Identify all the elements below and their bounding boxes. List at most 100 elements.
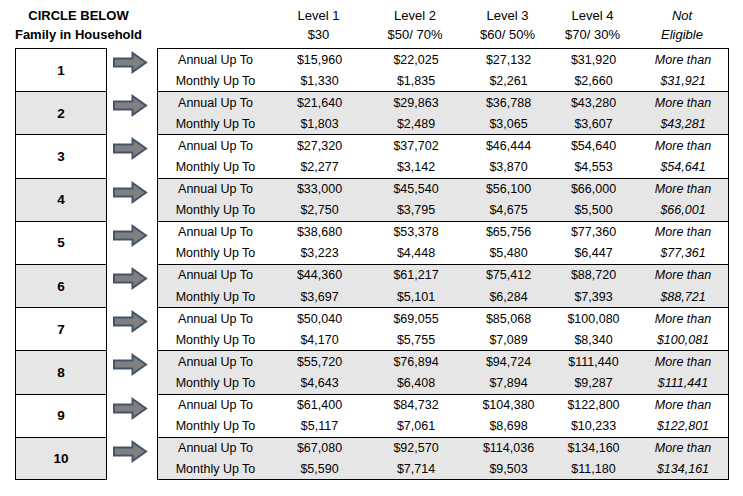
household-size-cell[interactable]: 8 bbox=[15, 350, 107, 393]
annual-level-2-value: $22,025 bbox=[366, 49, 466, 70]
not-eligible-cell: More than $77,361 bbox=[636, 222, 730, 264]
table-row: 10 Annual Up To $67,080 $92,570 $114,036… bbox=[0, 437, 743, 480]
right-arrow-icon bbox=[112, 353, 148, 376]
right-arrow-icon bbox=[112, 137, 148, 160]
monthly-row-label: Monthly Up To bbox=[158, 200, 273, 221]
more-than-value: $77,361 bbox=[660, 243, 705, 264]
annual-level-1-value: $38,680 bbox=[273, 222, 366, 243]
not-eligible-label-line1: Not bbox=[635, 6, 729, 25]
annual-level-2-value: $53,378 bbox=[366, 222, 466, 243]
table-row: 6 Annual Up To $44,360 $61,217 $75,412 $… bbox=[0, 264, 743, 307]
level-3-label: Level 3 bbox=[465, 6, 550, 25]
not-eligible-cell: More than $134,161 bbox=[636, 438, 730, 479]
level-1-copay: $30 bbox=[272, 25, 365, 44]
monthly-level-4-value: $6,447 bbox=[551, 243, 636, 264]
arrow-cell bbox=[107, 91, 157, 134]
annual-level-1-value: $50,040 bbox=[273, 308, 366, 329]
household-size-cell[interactable]: 1 bbox=[15, 48, 107, 91]
annual-level-3-value: $94,724 bbox=[466, 351, 551, 372]
household-size-cell[interactable]: 5 bbox=[15, 221, 107, 264]
monthly-level-3-value: $6,284 bbox=[466, 286, 551, 307]
not-eligible-cell: More than $31,921 bbox=[636, 49, 730, 91]
not-eligible-cell: More than $122,801 bbox=[636, 395, 730, 437]
annual-level-3-value: $65,756 bbox=[466, 222, 551, 243]
arrow-cell bbox=[107, 264, 157, 307]
household-size-cell[interactable]: 2 bbox=[15, 91, 107, 134]
monthly-level-3-value: $4,675 bbox=[466, 200, 551, 221]
household-size-cell[interactable]: 6 bbox=[15, 264, 107, 307]
monthly-row-label: Monthly Up To bbox=[158, 113, 273, 134]
more-than-label: More than bbox=[655, 92, 711, 113]
monthly-level-1-value: $2,750 bbox=[273, 200, 366, 221]
monthly-row-label: Monthly Up To bbox=[158, 458, 273, 479]
income-data-block: Annual Up To $67,080 $92,570 $114,036 $1… bbox=[157, 437, 729, 480]
household-size-cell[interactable]: 3 bbox=[15, 134, 107, 177]
monthly-level-1-value: $1,803 bbox=[273, 113, 366, 134]
level-4-copay: $70/ 30% bbox=[550, 25, 635, 44]
table-header: CIRCLE BELOW Family in Household Level 1… bbox=[0, 0, 743, 48]
not-eligible-cell: More than $43,281 bbox=[636, 92, 730, 134]
table-row: 4 Annual Up To $33,000 $45,540 $56,100 $… bbox=[0, 178, 743, 221]
income-data-block: Annual Up To $33,000 $45,540 $56,100 $66… bbox=[157, 178, 729, 221]
household-size-cell[interactable]: 10 bbox=[15, 437, 107, 480]
monthly-row-label: Monthly Up To bbox=[158, 329, 273, 350]
monthly-level-4-value: $11,180 bbox=[551, 458, 636, 479]
annual-level-3-value: $56,100 bbox=[466, 179, 551, 200]
annual-level-2-value: $45,540 bbox=[366, 179, 466, 200]
monthly-level-2-value: $6,408 bbox=[366, 372, 466, 393]
column-header-level-1: Level 1 $30 bbox=[272, 6, 365, 48]
right-arrow-icon bbox=[112, 397, 148, 420]
more-than-label: More than bbox=[655, 395, 711, 416]
table-title: CIRCLE BELOW Family in Household bbox=[0, 6, 157, 48]
income-data-block: Annual Up To $15,960 $22,025 $27,132 $31… bbox=[157, 48, 729, 91]
monthly-level-2-value: $3,142 bbox=[366, 156, 466, 177]
annual-level-3-value: $27,132 bbox=[466, 49, 551, 70]
more-than-label: More than bbox=[655, 179, 711, 200]
monthly-row-label: Monthly Up To bbox=[158, 372, 273, 393]
annual-row-label: Annual Up To bbox=[158, 351, 273, 372]
arrow-cell bbox=[107, 221, 157, 264]
household-size-cell[interactable]: 4 bbox=[15, 178, 107, 221]
monthly-level-4-value: $5,500 bbox=[551, 200, 636, 221]
right-arrow-icon bbox=[112, 267, 148, 290]
annual-level-1-value: $27,320 bbox=[273, 135, 366, 156]
level-1-label: Level 1 bbox=[272, 6, 365, 25]
arrow-cell bbox=[107, 350, 157, 393]
annual-level-2-value: $92,570 bbox=[366, 438, 466, 459]
arrow-cell bbox=[107, 48, 157, 91]
not-eligible-cell: More than $111,441 bbox=[636, 351, 730, 393]
annual-row-label: Annual Up To bbox=[158, 438, 273, 459]
monthly-level-1-value: $4,170 bbox=[273, 329, 366, 350]
more-than-label: More than bbox=[655, 222, 711, 243]
annual-level-3-value: $104,380 bbox=[466, 395, 551, 416]
monthly-level-3-value: $2,261 bbox=[466, 70, 551, 91]
more-than-label: More than bbox=[655, 49, 711, 70]
table-title-line1: CIRCLE BELOW bbox=[0, 6, 157, 25]
annual-row-label: Annual Up To bbox=[158, 179, 273, 200]
more-than-label: More than bbox=[655, 308, 711, 329]
household-size-cell[interactable]: 9 bbox=[15, 394, 107, 437]
annual-level-4-value: $111,440 bbox=[551, 351, 636, 372]
right-arrow-icon bbox=[112, 181, 148, 204]
table-row: 5 Annual Up To $38,680 $53,378 $65,756 $… bbox=[0, 221, 743, 264]
more-than-value: $54,641 bbox=[660, 156, 705, 177]
more-than-label: More than bbox=[655, 135, 711, 156]
annual-level-1-value: $61,400 bbox=[273, 395, 366, 416]
table-row: 1 Annual Up To $15,960 $22,025 $27,132 $… bbox=[0, 48, 743, 91]
table-row: 9 Annual Up To $61,400 $84,732 $104,380 … bbox=[0, 394, 743, 437]
table-row: 2 Annual Up To $21,640 $29,863 $36,788 $… bbox=[0, 91, 743, 134]
household-size-cell[interactable]: 7 bbox=[15, 307, 107, 350]
right-arrow-icon bbox=[112, 440, 148, 463]
monthly-level-1-value: $2,277 bbox=[273, 156, 366, 177]
monthly-level-2-value: $4,448 bbox=[366, 243, 466, 264]
monthly-row-label: Monthly Up To bbox=[158, 416, 273, 437]
income-data-block: Annual Up To $55,720 $76,894 $94,724 $11… bbox=[157, 350, 729, 393]
income-data-block: Annual Up To $44,360 $61,217 $75,412 $88… bbox=[157, 264, 729, 307]
level-3-copay: $60/ 50% bbox=[465, 25, 550, 44]
more-than-value: $31,921 bbox=[660, 70, 705, 91]
income-data-block: Annual Up To $38,680 $53,378 $65,756 $77… bbox=[157, 221, 729, 264]
monthly-level-4-value: $7,393 bbox=[551, 286, 636, 307]
annual-level-1-value: $15,960 bbox=[273, 49, 366, 70]
not-eligible-cell: More than $88,721 bbox=[636, 265, 730, 307]
monthly-row-label: Monthly Up To bbox=[158, 286, 273, 307]
